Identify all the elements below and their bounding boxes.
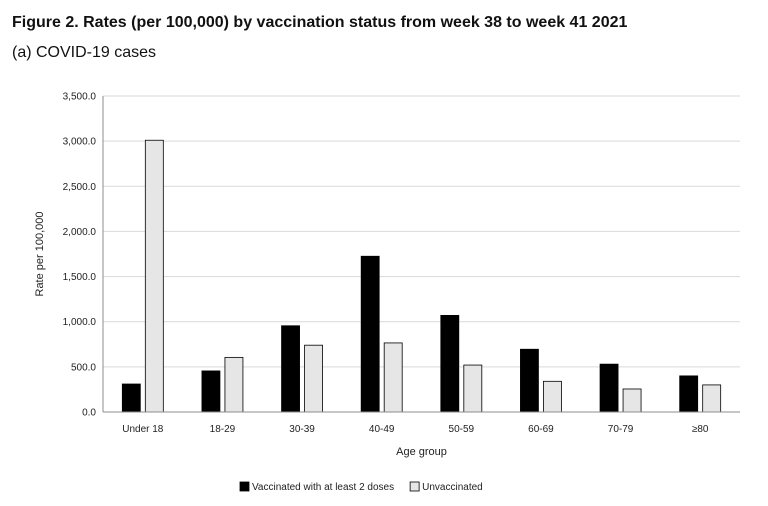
bar-unvaccinated: [144, 139, 164, 413]
bar-vaccinated: [679, 375, 699, 413]
y-tick-label: 1,500.0: [63, 272, 97, 283]
bar-vaccinated: [360, 255, 380, 413]
bar-unvaccinated: [622, 388, 642, 413]
y-tick-label: 2,500.0: [63, 182, 97, 193]
legend-swatch-unvaccinated: [409, 481, 420, 492]
x-tick-label: 40-49: [369, 424, 395, 435]
x-axis-label: Age group: [396, 446, 447, 458]
bar-vaccinated: [440, 314, 460, 413]
x-tick-label: 30-39: [289, 424, 315, 435]
bars: [121, 139, 722, 413]
bar-unvaccinated: [543, 380, 562, 413]
bar-vaccinated: [121, 383, 141, 413]
bar-vaccinated: [201, 370, 221, 413]
y-tick-label: 0.0: [82, 408, 96, 419]
y-tick-label: 3,500.0: [63, 92, 97, 103]
bar-unvaccinated: [702, 384, 722, 413]
y-axis-label: Rate per 100,000: [34, 211, 46, 296]
x-tick-label: 50-59: [449, 424, 475, 435]
bar-unvaccinated: [224, 356, 244, 413]
y-tick-label: 1,000.0: [63, 317, 97, 328]
y-tick-label: 2,000.0: [63, 227, 97, 238]
x-tick-label: 70-79: [608, 424, 634, 435]
bar-vaccinated: [281, 325, 300, 413]
x-axis-ticks: Under 18 18-29 30-39 40-49 50-59 60-69 70-79 ≥8…: [122, 424, 709, 435]
figure-subtitle: (a) COVID-19 cases: [12, 44, 157, 61]
y-axis-ticks: 0.0 500.0 1,000.0 1,500.0 2,000.0 2,500.0 3,00…: [63, 92, 97, 419]
x-tick-label: 18-29: [210, 424, 236, 435]
bar-unvaccinated: [304, 344, 323, 413]
x-tick-label: Under 18: [122, 424, 164, 435]
bar-unvaccinated: [383, 342, 403, 413]
y-tick-label: 3,000.0: [63, 137, 97, 148]
bar-vaccinated: [599, 363, 619, 413]
x-tick-label: ≥80: [692, 424, 709, 435]
gridlines: [103, 95, 740, 368]
legend-label-unvaccinated: Unvaccinated: [422, 482, 483, 493]
bar-unvaccinated: [463, 364, 483, 413]
legend-swatch-vaccinated: [239, 481, 250, 492]
legend: Vaccinated with at least 2 doses Unvaccin…: [239, 481, 483, 493]
x-tick-label: 60-69: [528, 424, 554, 435]
legend-label-vaccinated: Vaccinated with at least 2 doses: [252, 482, 394, 493]
bar-vaccinated: [520, 348, 539, 413]
figure-title: Figure 2. Rates (per 100,000) by vaccina…: [12, 14, 628, 31]
y-tick-label: 500.0: [71, 362, 96, 373]
